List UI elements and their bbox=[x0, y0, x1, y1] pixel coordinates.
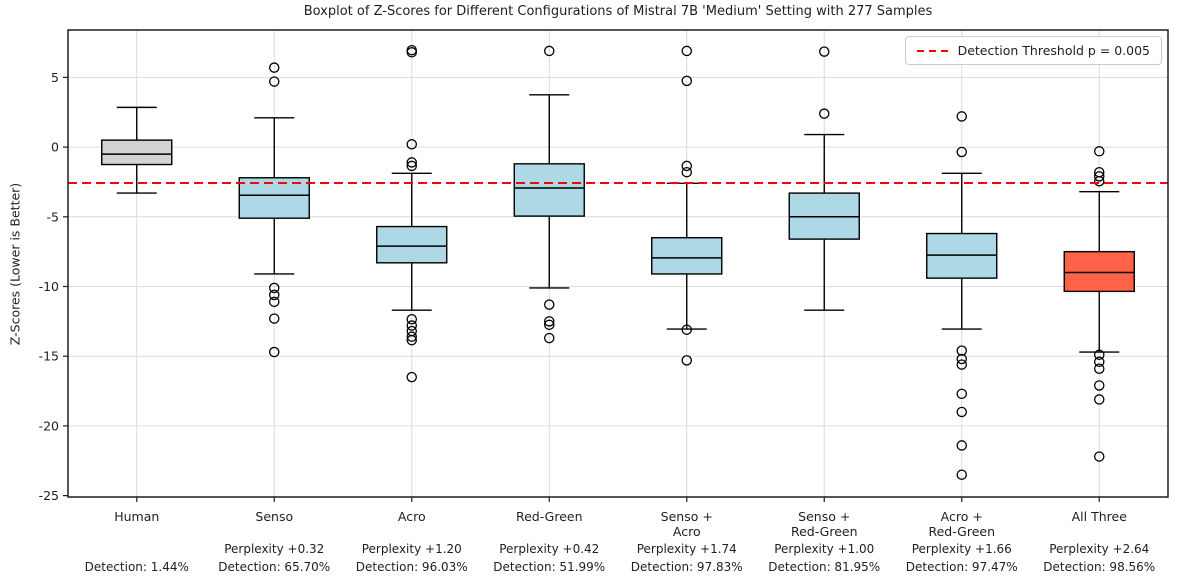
x-tick-label: Senso + bbox=[661, 509, 713, 524]
outlier-point bbox=[1094, 363, 1105, 374]
outlier-point bbox=[956, 359, 968, 370]
outlier-point bbox=[681, 166, 693, 178]
detection-label: Detection: 97.47% bbox=[906, 560, 1018, 574]
outlier-point bbox=[544, 332, 555, 344]
outlier-point bbox=[681, 355, 693, 366]
outlier-point bbox=[1094, 380, 1105, 391]
outlier-point bbox=[406, 320, 417, 331]
outlier-point bbox=[956, 440, 968, 451]
detection-label: Detection: 65.70% bbox=[218, 560, 330, 574]
outlier-point bbox=[681, 324, 693, 335]
outlier-point bbox=[406, 314, 417, 325]
outlier-point bbox=[956, 388, 968, 400]
outlier-point bbox=[681, 160, 693, 172]
detection-label: Detection: 1.44% bbox=[85, 560, 189, 574]
detection-label: Detection: 81.95% bbox=[768, 560, 880, 574]
perplexity-label: Perplexity +2.64 bbox=[1049, 542, 1149, 556]
outlier-point bbox=[268, 346, 280, 358]
perplexity-label: Perplexity +1.00 bbox=[774, 542, 874, 556]
perplexity-label: Perplexity +1.74 bbox=[637, 542, 737, 556]
x-tick-label: Acro + bbox=[941, 509, 983, 524]
outlier-point bbox=[681, 75, 693, 87]
x-tick-label: All Three bbox=[1072, 509, 1128, 524]
y-tick-label: -25 bbox=[39, 488, 59, 503]
y-tick-label: -15 bbox=[39, 349, 59, 364]
box bbox=[513, 163, 585, 217]
x-tick-label: Red-Green bbox=[791, 524, 858, 539]
x-tick-label: Acro bbox=[673, 524, 701, 539]
outlier-point bbox=[406, 334, 417, 346]
outlier-point bbox=[681, 45, 693, 57]
outlier-point bbox=[544, 319, 555, 331]
chart-title: Boxplot of Z-Scores for Different Config… bbox=[303, 4, 933, 19]
outlier-point bbox=[956, 469, 968, 480]
outlier-point bbox=[1094, 394, 1105, 405]
outlier-point bbox=[1094, 171, 1105, 182]
outlier-point bbox=[406, 371, 417, 383]
outlier-point bbox=[544, 299, 555, 310]
outlier-point bbox=[406, 47, 417, 58]
outlier-point bbox=[544, 45, 555, 57]
plot-border bbox=[67, 29, 1169, 498]
box bbox=[101, 139, 173, 166]
outlier-point bbox=[544, 316, 555, 327]
y-axis-label: Z-Scores (Lower is Better) bbox=[7, 182, 23, 346]
detection-label: Detection: 96.03% bbox=[356, 560, 468, 574]
perplexity-label: Perplexity +1.66 bbox=[912, 542, 1012, 556]
outlier-point bbox=[956, 353, 968, 365]
perplexity-label: Perplexity +0.42 bbox=[499, 542, 599, 556]
outlier-point bbox=[406, 157, 417, 168]
y-tick-label: -20 bbox=[39, 418, 59, 433]
y-tick-label: 5 bbox=[51, 70, 59, 85]
outlier-point bbox=[956, 345, 968, 356]
outlier-point bbox=[406, 331, 417, 342]
outlier-point bbox=[1094, 356, 1105, 368]
outlier-point bbox=[268, 313, 280, 324]
detection-label: Detection: 97.83% bbox=[631, 560, 743, 574]
detection-label: Detection: 51.99% bbox=[493, 560, 605, 574]
box bbox=[376, 225, 448, 264]
outlier-point bbox=[956, 406, 968, 418]
outlier-point bbox=[268, 289, 280, 301]
detection-label: Detection: 98.56% bbox=[1043, 560, 1155, 574]
perplexity-label: Perplexity +1.20 bbox=[362, 542, 462, 556]
box bbox=[1063, 250, 1135, 293]
outlier-point bbox=[406, 139, 417, 150]
y-tick-label: -5 bbox=[47, 209, 59, 224]
x-tick-label: Red-Green bbox=[928, 524, 995, 539]
outlier-point bbox=[268, 282, 280, 294]
outlier-point bbox=[819, 108, 830, 119]
outlier-point bbox=[268, 296, 280, 308]
x-tick-label: Senso + bbox=[798, 509, 850, 524]
x-tick-label: Human bbox=[114, 509, 159, 524]
x-tick-label: Acro bbox=[398, 509, 426, 524]
outlier-point bbox=[1094, 146, 1105, 157]
outlier-point bbox=[1094, 451, 1105, 462]
box bbox=[238, 177, 310, 219]
y-tick-label: -10 bbox=[39, 279, 59, 294]
box bbox=[651, 237, 723, 275]
x-tick-label: Senso bbox=[255, 509, 293, 524]
legend-label: Detection Threshold p = 0.005 bbox=[957, 43, 1150, 58]
outlier-point bbox=[1094, 349, 1105, 361]
outlier-point bbox=[1094, 176, 1105, 187]
outlier-point bbox=[956, 111, 968, 122]
outlier-point bbox=[406, 160, 417, 172]
outlier-point bbox=[819, 46, 830, 57]
y-tick-label: 0 bbox=[51, 140, 59, 155]
perplexity-label: Perplexity +0.32 bbox=[224, 542, 324, 556]
outlier-point bbox=[268, 76, 280, 87]
outlier-point bbox=[268, 62, 280, 73]
x-tick-label: Red-Green bbox=[516, 509, 583, 524]
threshold-dash-icon bbox=[916, 49, 949, 52]
legend: Detection Threshold p = 0.005 bbox=[904, 36, 1162, 65]
outlier-point bbox=[956, 146, 968, 158]
